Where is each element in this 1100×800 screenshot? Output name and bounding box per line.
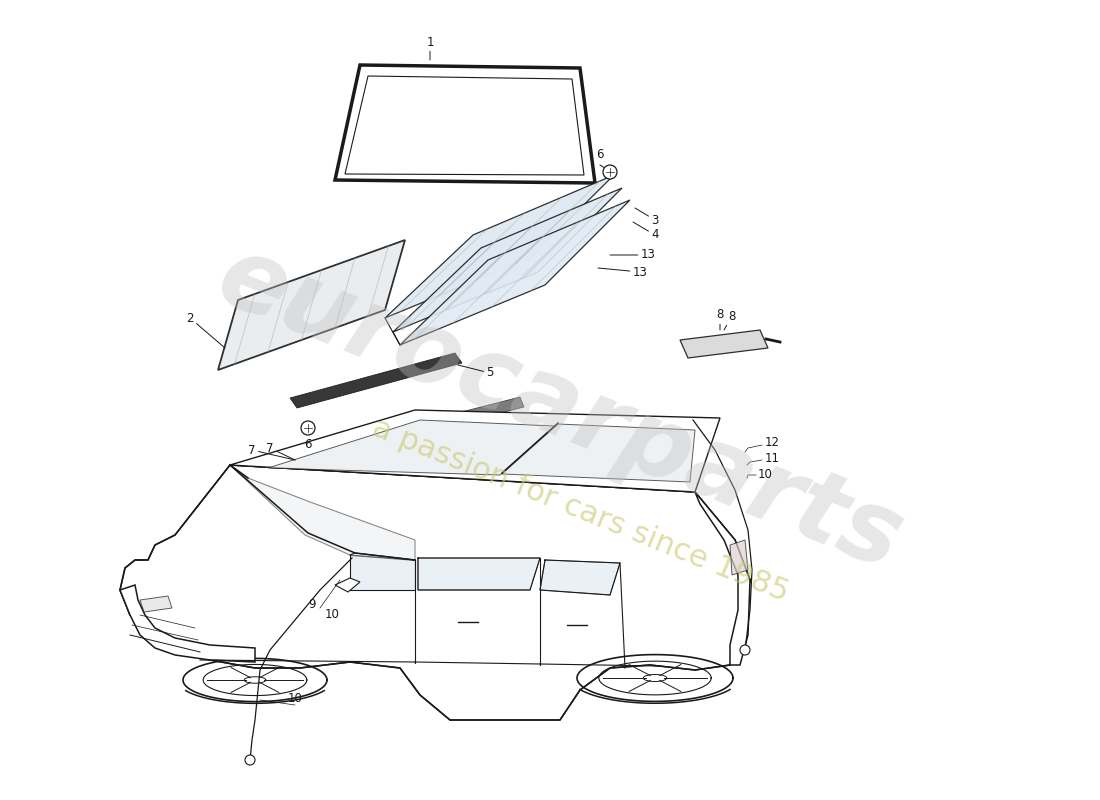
Text: a passion for cars since 1985: a passion for cars since 1985 (367, 413, 792, 607)
Polygon shape (730, 540, 748, 575)
Text: 11: 11 (764, 451, 780, 465)
Text: 10: 10 (287, 691, 303, 705)
Text: 1: 1 (427, 35, 433, 60)
Text: 6: 6 (596, 149, 604, 162)
Text: 10: 10 (324, 609, 340, 622)
Text: 5: 5 (458, 365, 494, 379)
Text: 10: 10 (758, 467, 773, 481)
Text: 3: 3 (635, 208, 659, 226)
Polygon shape (230, 465, 415, 560)
Text: 7: 7 (266, 442, 295, 460)
Text: 12: 12 (764, 435, 780, 449)
Polygon shape (680, 330, 768, 358)
Polygon shape (695, 492, 750, 665)
Polygon shape (218, 240, 405, 370)
Polygon shape (336, 578, 360, 592)
Text: 2: 2 (186, 311, 225, 348)
Polygon shape (120, 585, 255, 662)
Text: 9: 9 (308, 598, 316, 611)
Polygon shape (393, 188, 622, 332)
Polygon shape (336, 65, 595, 183)
Text: 13: 13 (610, 249, 656, 262)
Polygon shape (120, 465, 750, 720)
Text: 7: 7 (249, 443, 295, 460)
Polygon shape (290, 353, 462, 408)
Polygon shape (502, 424, 695, 482)
Text: 8: 8 (716, 309, 724, 330)
Circle shape (245, 755, 255, 765)
Polygon shape (385, 175, 614, 318)
Circle shape (740, 645, 750, 655)
Polygon shape (230, 410, 720, 492)
Polygon shape (140, 596, 172, 612)
Text: 13: 13 (598, 266, 648, 278)
Circle shape (301, 421, 315, 435)
Polygon shape (345, 76, 584, 175)
Text: 6: 6 (305, 438, 311, 450)
Polygon shape (293, 397, 524, 465)
Polygon shape (268, 420, 556, 475)
Circle shape (603, 165, 617, 179)
Polygon shape (400, 200, 630, 345)
Text: 8: 8 (724, 310, 736, 330)
Polygon shape (540, 560, 620, 595)
Text: 4: 4 (632, 222, 659, 242)
Text: eurocarparts: eurocarparts (204, 229, 916, 591)
Polygon shape (418, 558, 540, 590)
Polygon shape (350, 555, 415, 590)
